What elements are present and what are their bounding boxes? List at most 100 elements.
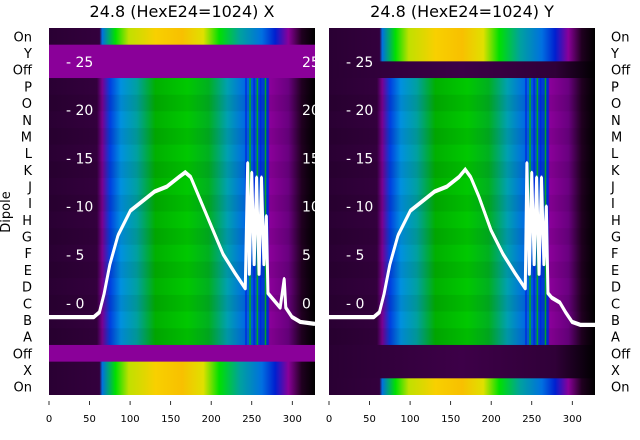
row-label: X	[23, 364, 32, 379]
row-label: I	[611, 197, 615, 212]
heatmap-row-shade	[49, 294, 315, 312]
heatmap-row	[329, 44, 595, 62]
heatmap-row	[49, 128, 315, 146]
heatmap-row	[329, 344, 595, 363]
row-label: B	[611, 314, 620, 329]
twin-ytick-label: 25	[302, 55, 320, 71]
row-label: C	[611, 297, 620, 312]
twin-ytick-label: 20	[302, 103, 320, 119]
row-label: On	[14, 381, 32, 396]
row-label: Off	[611, 64, 631, 79]
row-label: A	[611, 331, 620, 346]
twin-ytick-label: 10	[302, 200, 320, 216]
row-label: F	[611, 247, 618, 262]
xtick-label: 50	[363, 414, 376, 425]
row-label: Y	[610, 47, 619, 62]
heatmap-row	[329, 111, 595, 129]
heatmap-row	[49, 344, 315, 363]
row-label: X	[611, 364, 620, 379]
heatmap-row	[329, 144, 595, 162]
row-label: N	[22, 114, 32, 129]
row-label: M	[611, 130, 622, 145]
row-label: On	[611, 381, 629, 396]
right-title: 24.8 (HexE24=1024) Y	[370, 2, 554, 21]
profile-curve	[49, 161, 315, 326]
row-label: D	[611, 281, 621, 296]
heatmap-row	[329, 278, 595, 296]
row-label: H	[611, 214, 621, 229]
profile-curve-overlay	[49, 161, 315, 324]
heatmap-row	[329, 28, 595, 46]
y-axis-label: Dipole	[0, 191, 14, 232]
heatmap-row	[329, 128, 595, 146]
heatmap-row	[49, 361, 315, 379]
xtick-label: 0	[46, 414, 52, 425]
row-label: Off	[13, 64, 33, 79]
inner-ytick-label: - 5	[346, 248, 364, 264]
heatmap-row	[49, 278, 315, 296]
row-label: Off	[611, 347, 631, 362]
inner-ytick-label: - 25	[66, 55, 93, 71]
heatmap-row-shade	[329, 228, 595, 245]
row-label: O	[22, 97, 32, 112]
heatmap-row-shade	[329, 294, 595, 312]
profile-curve-overlay	[329, 161, 595, 325]
heatmap-row-shade	[329, 261, 595, 279]
inner-ytick-label: - 0	[346, 296, 364, 312]
heatmap-stripe	[264, 78, 267, 345]
heatmap-row-shade	[49, 94, 315, 112]
heatmap-row	[329, 378, 595, 395]
inner-ytick-label: - 15	[66, 151, 93, 167]
row-label: Y	[23, 47, 32, 62]
xtick-label: 0	[326, 414, 332, 425]
heatmap-row	[329, 78, 595, 96]
row-label: F	[25, 247, 32, 262]
inner-ytick-label: - 10	[66, 200, 93, 216]
profile-curve	[329, 161, 595, 327]
heatmap-row-shade	[49, 228, 315, 245]
heatmap-row-shade	[49, 261, 315, 279]
row-label: J	[27, 180, 32, 195]
xtick-label: 300	[283, 414, 302, 425]
heatmap-row	[49, 178, 315, 196]
row-label: O	[611, 97, 621, 112]
right-heatmap: - 0 - 5 - 10 - 15 - 20 - 25	[329, 28, 595, 395]
row-label: H	[22, 214, 32, 229]
row-label: K	[611, 164, 620, 179]
row-label: E	[24, 264, 32, 279]
row-label: A	[23, 331, 32, 346]
row-label: D	[22, 281, 32, 296]
xtick-label: 200	[202, 414, 221, 425]
heatmap-row-shade	[329, 328, 595, 345]
heatmap-row	[49, 94, 315, 112]
heatmap-row	[49, 61, 315, 79]
heatmap-row	[329, 244, 595, 263]
heatmap-row	[49, 28, 315, 46]
left-title: 24.8 (HexE24=1024) X	[90, 2, 275, 21]
row-label: I	[28, 197, 32, 212]
row-label: P	[24, 80, 32, 95]
heatmap-row	[49, 328, 315, 346]
row-label: B	[23, 314, 32, 329]
heatmap-row	[49, 144, 315, 162]
heatmap-row	[49, 111, 315, 129]
heatmap-row	[49, 44, 315, 62]
heatmap-row	[49, 78, 315, 96]
twin-ytick-label: 5	[302, 248, 311, 264]
heatmap-row	[49, 294, 315, 313]
inner-ytick-label: - 20	[66, 103, 93, 119]
xtick-label: 200	[482, 414, 501, 425]
row-label: Off	[13, 347, 33, 362]
row-label: L	[611, 147, 619, 162]
left-heatmap: - 0 0 - 5 5 - 10 10 - 15 15 - 20 20 - 25 25	[49, 28, 320, 395]
row-label: N	[611, 114, 621, 129]
heatmap-row	[329, 94, 595, 112]
xtick-label: 150	[161, 414, 180, 425]
row-label: P	[611, 80, 619, 95]
heatmap-row	[329, 328, 595, 346]
row-label: E	[611, 264, 619, 279]
heatmap-row-shade	[49, 328, 315, 345]
heatmap-row	[49, 244, 315, 263]
xtick-label: 150	[441, 414, 460, 425]
